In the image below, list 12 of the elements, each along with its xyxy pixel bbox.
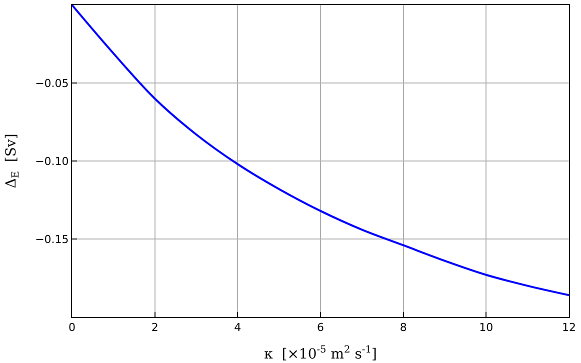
y-tick-label: −0.15 xyxy=(35,232,69,246)
x-tick-label: 2 xyxy=(151,321,158,334)
x-tick-label: 0 xyxy=(68,321,76,334)
y-tick-label: −0.05 xyxy=(35,76,69,90)
x-tick-label: 8 xyxy=(400,321,407,334)
y-tick-label: −0.10 xyxy=(35,154,69,168)
line-series xyxy=(72,5,569,296)
x-tick-label: 12 xyxy=(562,321,576,334)
x-tick-label: 4 xyxy=(234,321,242,334)
x-tick-label: 6 xyxy=(317,321,324,334)
x-tick-label: 10 xyxy=(479,321,494,334)
x-axis-title: κ [×10$^{-5}$ m$^{2}$ s$^{-1}$] xyxy=(264,344,377,362)
